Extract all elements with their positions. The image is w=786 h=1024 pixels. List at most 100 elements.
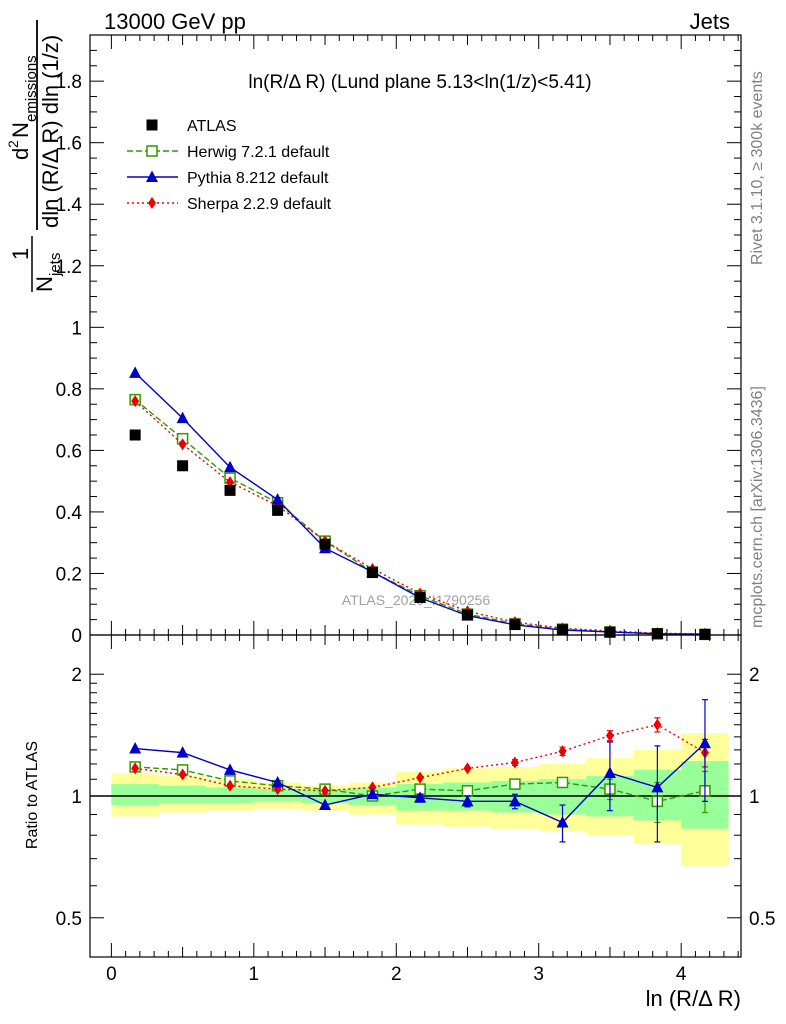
ratio-point-sherpa: [463, 762, 472, 775]
y-tick-label: 0.4: [56, 503, 83, 524]
ylabel-frac-den: N: [32, 276, 57, 292]
point-atlas: [461, 609, 473, 621]
ratio-point-pythia: [271, 775, 284, 788]
ratio-point-sherpa: [653, 718, 662, 731]
point-atlas: [509, 619, 521, 631]
point-atlas: [604, 626, 616, 638]
ratio-point-pythia: [603, 766, 616, 778]
ratio-plot-panel: 0.5 1 2 0.5 1 2 0 1 2 3 4 Ratio to ATLAS ln (R/Δ R…: [24, 634, 776, 1011]
ratio-point-pythia: [366, 787, 379, 800]
ylabel-den: dln (R/Δ R) dln (1/z): [38, 35, 63, 228]
band-inner-bin: [111, 784, 159, 806]
y-tick-label: 0.2: [56, 564, 82, 585]
ratio-point-sherpa: [178, 768, 187, 781]
legend-label-pythia: Pythia 8.212 default: [187, 170, 329, 187]
point-atlas: [366, 567, 378, 579]
x-tick-label: 3: [533, 964, 544, 985]
ylabel-frac-den-sub: jets: [47, 253, 64, 277]
point-pythia: [271, 493, 284, 505]
ratio-y-tick-label: 1: [71, 787, 82, 808]
legend-entry-sherpa: Sherpa 2.2.9 default: [127, 196, 332, 213]
ylabel-num-sup: 2: [5, 140, 21, 148]
ratio-point-herwig: [461, 785, 474, 797]
main-series-layer: [129, 366, 711, 641]
ratio-point-sherpa: [131, 762, 140, 775]
ratio-point-pythia: [461, 794, 474, 807]
ratio-y-tick-label: 0.5: [56, 909, 82, 930]
ratio-y-tick-label-right: 0.5: [749, 909, 775, 930]
legend-label-herwig: Herwig 7.2.1 default: [187, 144, 330, 161]
x-tick-label: 0: [106, 964, 117, 985]
ratio-y-tick-label-right: 2: [749, 665, 760, 686]
ratio-point-herwig: [509, 778, 521, 790]
ylabel-frac-num: 1: [8, 248, 33, 260]
ratio-point-pythia: [698, 736, 711, 749]
ratio-point-herwig: [556, 776, 569, 789]
legend-entry-herwig: Herwig 7.2.1 default: [127, 144, 330, 161]
ratio-point-pythia: [508, 794, 521, 807]
point-pythia: [129, 366, 142, 378]
ratio-point-sherpa: [558, 745, 567, 758]
ratio-point-pythia: [319, 798, 332, 811]
y-tick-label: 0.8: [56, 380, 82, 401]
ratio-series-layer: [129, 699, 711, 843]
plot-title: ln(R/Δ R) (Lund plane 5.13<ln(1/z)<5.41): [248, 72, 591, 93]
ratio-point-pythia: [556, 816, 569, 828]
point-atlas: [651, 628, 663, 640]
mcplots-label: mcplots.cern.ch [arXiv:1306.3436]: [749, 386, 766, 628]
point-pythia: [224, 460, 237, 473]
point-sherpa: [178, 438, 187, 451]
ratio-y-tick-label: 2: [71, 665, 82, 686]
ratio-point-pythia: [176, 746, 189, 758]
ylabel-num-d: d: [8, 148, 33, 160]
series-atlas: [129, 429, 711, 640]
legend-label-atlas: ATLAS: [187, 118, 237, 135]
point-atlas: [557, 624, 569, 636]
point-atlas: [129, 429, 141, 441]
point-atlas: [272, 504, 284, 516]
ratio-point-pythia: [129, 742, 142, 754]
point-atlas: [699, 628, 711, 640]
ratio-axis-ticks: 0.5 1 2 0.5 1 2 0 1 2 3 4: [56, 665, 776, 985]
ylabel-num-sub: emissions: [23, 55, 40, 122]
ratio-y-tick-label-right: 1: [749, 787, 760, 808]
header-right-label: Jets: [690, 9, 730, 34]
main-axis-ticks: 0 0.2 0.4 0.6 0.8 1 1.2 1.4 1.6 1.8: [56, 35, 741, 957]
rivet-label: Rivet 3.1.10, ≥ 300k events: [749, 71, 766, 265]
main-y-label: 1 N jets d 2 N emissions dln (R/Δ R) dln…: [5, 20, 64, 292]
point-atlas: [177, 460, 189, 472]
y-tick-label: 1.4: [56, 195, 83, 216]
ratio-point-pythia: [651, 780, 664, 793]
ylabel-num-N: N: [8, 122, 33, 138]
x-tick-label: 2: [391, 964, 402, 985]
ratio-point-pythia: [224, 763, 237, 775]
legend-marker-herwig: [146, 145, 158, 157]
ratio-point-sherpa: [368, 781, 377, 794]
ratio-y-label: Ratio to ATLAS: [24, 741, 41, 849]
legend-marker-sherpa: [148, 197, 156, 209]
point-sherpa: [131, 395, 140, 408]
y-tick-label: 1.2: [56, 257, 82, 278]
band-inner-bin: [158, 785, 207, 804]
y-tick-label: 0: [71, 626, 82, 647]
legend-marker-pythia: [146, 170, 158, 182]
x-axis-label: ln (R/Δ R): [646, 986, 741, 1011]
legend-entry-atlas: ATLAS: [146, 118, 237, 135]
legend-label-sherpa: Sherpa 2.2.9 default: [187, 196, 332, 213]
ratio-series-sherpa: [131, 717, 709, 797]
header-left-label: 13000 GeV pp: [104, 9, 246, 34]
legend-marker-atlas: [146, 119, 158, 131]
legend: ATLAS Herwig 7.2.1 default Pythia 8.212 de…: [127, 118, 332, 213]
point-atlas: [319, 538, 331, 550]
point-atlas: [414, 591, 426, 603]
ratio-point-sherpa: [510, 756, 519, 769]
point-atlas: [224, 484, 236, 496]
point-pythia: [176, 411, 189, 424]
ratio-point-sherpa: [416, 771, 425, 784]
ratio-point-pythia: [414, 791, 427, 803]
band-inner-bin: [253, 789, 302, 802]
legend-entry-pythia: Pythia 8.212 default: [127, 170, 329, 187]
main-plot-panel: 0 0.2 0.4 0.6 0.8 1 1.2 1.4 1.6 1.8 ln(R/Δ R) (Lu…: [56, 34, 742, 957]
y-tick-label: 1.8: [56, 72, 82, 93]
y-tick-label: 0.6: [56, 441, 82, 462]
